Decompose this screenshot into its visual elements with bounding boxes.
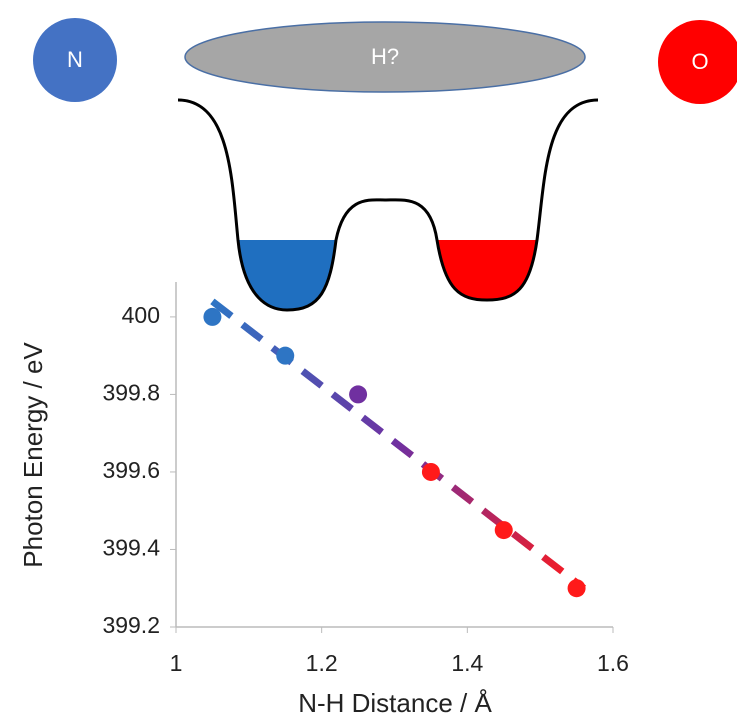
y-tick-label: 399.6 (102, 457, 160, 483)
trend-line (210, 298, 587, 592)
y-tick-label: 399.4 (102, 535, 160, 561)
x-tick-label: 1.6 (597, 650, 629, 676)
x-tick-label: 1 (170, 650, 183, 676)
oxygen-atom (658, 20, 737, 104)
x-tick-label: 1.4 (451, 650, 483, 676)
data-point (276, 346, 295, 365)
right-well-fill (437, 240, 537, 300)
data-point (494, 521, 513, 540)
potential-curve (177, 98, 599, 312)
data-point (349, 385, 368, 404)
data-point (203, 307, 222, 326)
left-well-fill (238, 240, 336, 310)
data-point (567, 579, 586, 598)
atom-label: O (691, 49, 708, 74)
y-axis-label: Photon Energy / eV (18, 342, 48, 568)
hydrogen-cloud (184, 21, 586, 93)
atom-label: H? (371, 44, 399, 69)
atom-label: N (67, 47, 83, 72)
x-tick-label: 1.2 (306, 650, 338, 676)
diagram: N H? O (33, 18, 737, 312)
y-tick-label: 400 (122, 302, 160, 328)
y-tick-label: 399.2 (102, 612, 160, 638)
x-axis-label: N-H Distance / Å (298, 688, 492, 718)
nitrogen-atom (33, 18, 117, 102)
data-point (421, 462, 440, 481)
y-tick-label: 399.8 (102, 379, 160, 405)
